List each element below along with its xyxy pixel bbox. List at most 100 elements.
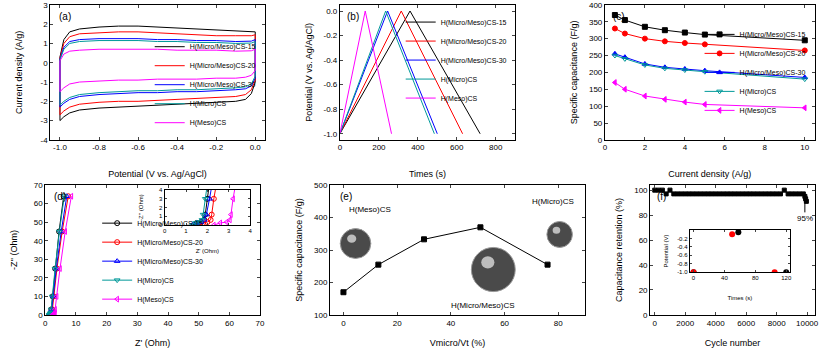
svg-text:(b): (b) [347,11,359,22]
svg-text:-2: -2 [40,97,48,106]
svg-text:2: 2 [643,143,648,152]
svg-text:-Z'' (Ohm): -Z'' (Ohm) [9,230,19,270]
svg-text:-1.0: -1.0 [677,269,688,275]
svg-text:H(Micro/Meso)CS-30: H(Micro/Meso)CS-30 [137,258,203,266]
svg-text:60: 60 [34,199,43,208]
svg-text:-0.4: -0.4 [324,56,338,65]
svg-text:60: 60 [225,319,234,328]
svg-text:50: 50 [34,218,43,227]
svg-text:10: 10 [34,292,43,301]
svg-text:400: 400 [411,143,425,152]
svg-text:(d): (d) [54,191,66,202]
svg-text:8: 8 [763,143,768,152]
svg-text:H(Meso)CS: H(Meso)CS [137,296,174,304]
svg-text:0: 0 [653,319,658,328]
svg-text:-3: -3 [40,116,48,125]
svg-text:H(Micro/Meso)CS-30: H(Micro/Meso)CS-30 [190,81,256,89]
svg-text:20: 20 [639,286,648,295]
svg-text:6: 6 [723,143,728,152]
svg-text:40: 40 [446,319,455,328]
svg-text:-0.4: -0.4 [677,244,688,250]
svg-text:10: 10 [800,143,809,152]
svg-text:H(Micro/Meso)CS-15: H(Micro/Meso)CS-15 [137,220,203,228]
svg-text:-0.2: -0.2 [324,31,338,40]
svg-text:Times (s): Times (s) [727,295,752,301]
svg-text:200: 200 [314,278,328,287]
svg-text:1: 1 [184,228,188,234]
svg-text:350: 350 [589,18,603,27]
svg-text:2000: 2000 [676,319,694,328]
svg-text:Potential (V): Potential (V) [663,235,669,268]
svg-text:(f): (f) [657,191,666,202]
svg-text:60: 60 [639,236,648,245]
svg-text:-1.0: -1.0 [324,130,338,139]
svg-text:10: 10 [72,319,81,328]
svg-text:0: 0 [38,311,43,320]
svg-text:-0.2: -0.2 [677,236,688,242]
svg-text:Current density (A/g): Current density (A/g) [668,169,751,179]
svg-text:0.0: 0.0 [326,7,338,16]
svg-text:3: 3 [227,228,231,234]
svg-text:H(Micro/Meso)CS-15: H(Micro/Meso)CS-15 [441,19,507,27]
svg-text:3: 3 [159,196,163,202]
svg-text:3: 3 [43,1,48,10]
svg-text:300: 300 [314,246,328,255]
svg-text:2: 2 [159,205,163,211]
svg-text:800: 800 [489,143,503,152]
svg-text:0: 0 [338,143,343,152]
svg-text:H(Micro)CS: H(Micro)CS [532,197,574,206]
svg-text:H(Micro)CS: H(Micro)CS [190,100,227,108]
svg-text:0: 0 [643,311,648,320]
svg-text:Times (s): Times (s) [409,169,446,179]
svg-text:70: 70 [256,319,265,328]
svg-text:100: 100 [634,186,648,195]
svg-text:50: 50 [194,319,203,328]
svg-text:0: 0 [43,59,48,68]
svg-text:40: 40 [721,275,728,281]
svg-text:H(Micro)CS: H(Micro)CS [137,277,174,285]
svg-text:(a): (a) [59,11,71,22]
svg-text:20: 20 [102,319,111,328]
svg-text:-0.2: -0.2 [209,143,223,152]
svg-text:H(Micro/Meso)CS-20: H(Micro/Meso)CS-20 [740,50,806,58]
svg-text:Potential (V vs. Ag/AgCl): Potential (V vs. Ag/AgCl) [108,169,207,179]
svg-text:H(Micro/Meso)CS-20: H(Micro/Meso)CS-20 [441,38,507,46]
svg-text:40: 40 [34,237,43,246]
svg-text:0: 0 [43,319,48,328]
svg-text:500: 500 [314,181,328,190]
svg-text:Cycle number: Cycle number [705,338,761,348]
svg-text:-1.0: -1.0 [53,143,67,152]
svg-text:H(Micro/Meso)CS-30: H(Micro/Meso)CS-30 [740,69,806,77]
svg-text:120: 120 [781,275,792,281]
svg-text:-Z'' (Ohm): -Z'' (Ohm) [138,194,144,221]
svg-text:20: 20 [34,274,43,283]
svg-text:H(Micro)CS: H(Micro)CS [441,76,478,84]
svg-text:40: 40 [639,261,648,270]
svg-text:20: 20 [393,319,402,328]
svg-text:H(Meso)CS: H(Meso)CS [190,119,227,127]
svg-text:H(Meso)CS: H(Meso)CS [441,95,478,103]
svg-text:0: 0 [598,136,603,145]
svg-text:50: 50 [593,119,602,128]
svg-text:4: 4 [249,228,253,234]
svg-text:H(Micro/Meso)CS-20: H(Micro/Meso)CS-20 [137,239,203,247]
svg-text:1: 1 [43,39,48,48]
svg-text:Z' (Ohm): Z' (Ohm) [196,248,219,254]
svg-text:80: 80 [554,319,563,328]
svg-text:250: 250 [589,51,603,60]
svg-text:-0.8: -0.8 [677,261,688,267]
svg-text:H(Micro/Meso)CS-15: H(Micro/Meso)CS-15 [740,31,806,39]
svg-text:H(Meso)CS: H(Meso)CS [740,107,777,115]
svg-text:(e): (e) [340,191,352,202]
svg-text:100: 100 [314,311,328,320]
svg-text:-4: -4 [40,136,48,145]
svg-text:H(Micro/Meso)CS-20: H(Micro/Meso)CS-20 [190,62,256,70]
svg-text:0: 0 [163,228,167,234]
svg-text:95%: 95% [797,214,813,223]
svg-text:10000: 10000 [796,319,819,328]
svg-text:(c): (c) [613,11,625,22]
svg-text:2: 2 [206,228,210,234]
svg-text:6000: 6000 [737,319,755,328]
svg-text:200: 200 [372,143,386,152]
svg-text:Specific capacitance (F/g): Specific capacitance (F/g) [569,21,579,125]
